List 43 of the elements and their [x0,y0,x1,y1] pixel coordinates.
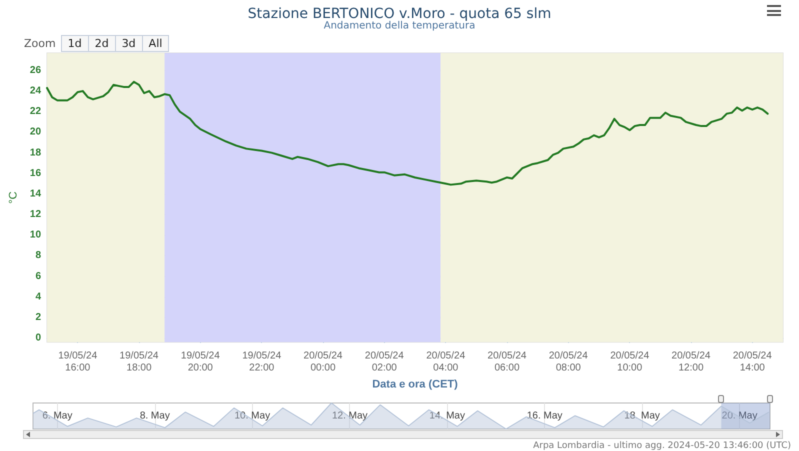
text: All [142,35,170,52]
y-tick-label: 20 [30,126,42,138]
y-tick-label: 0 [35,332,42,344]
text: Zoom [24,37,56,50]
text: 3d [114,35,143,52]
y-tick-label: 10 [30,230,42,241]
text: 1d [60,35,89,52]
x-tick-label: 6. May [42,410,72,422]
x-tick-label: 20/05/24 06:00 [488,350,527,374]
y-tick-label: 14 [30,188,42,200]
chart-subtitle: Andamento della temperatura [324,20,476,32]
y-tick-label: 6 [35,270,42,282]
y-tick-label: 18 [30,147,42,158]
line-series [46,80,769,186]
x-tick-label: 20. May [722,410,758,422]
x-tick-label: 12. May [332,410,368,422]
x-tick-label: 20/05/24 10:00 [610,350,650,374]
x-tick-label: 8. May [140,410,170,422]
x-tick-label: 19/05/24 20:00 [180,350,220,374]
x-tick-label: 10. May [234,410,270,422]
x-tick-label: 19/05/24 22:00 [242,350,282,374]
y-tick-label: 12 [30,209,42,220]
y-tick-label: 8 [35,250,42,262]
y-tick-label: 4 [35,291,42,302]
y-axis-title: °C [8,191,20,204]
x-tick-label: 20/05/24 02:00 [364,350,404,374]
y-tick-label: 26 [30,64,42,76]
chart-title: Stazione BERTONICO v.Moro - quota 65 slm [248,6,552,22]
x-axis-title: Data e ora (CET) [372,378,458,390]
y-tick-label: 16 [30,168,42,179]
text: 2d [88,35,116,52]
x-tick-label: 20/05/24 14:00 [732,350,772,374]
x-tick-label: 19/05/24 18:00 [120,350,159,374]
x-tick-label: 20/05/24 00:00 [304,350,343,374]
text: Arpa Lombardia - ultimo agg. 2024-05-20 13:46:00 (UTC) [533,441,791,451]
y-tick-label: 22 [30,106,42,118]
x-tick-label: 20/05/24 04:00 [426,350,466,374]
x-tick-label: 20/05/24 12:00 [672,350,711,374]
y-tick-label: 24 [30,86,42,97]
x-tick-label: 20/05/24 08:00 [548,350,588,374]
x-tick-label: 19/05/24 16:00 [58,350,98,374]
y-tick-label: 2 [35,312,42,323]
x-tick-label: 16. May [526,410,562,422]
